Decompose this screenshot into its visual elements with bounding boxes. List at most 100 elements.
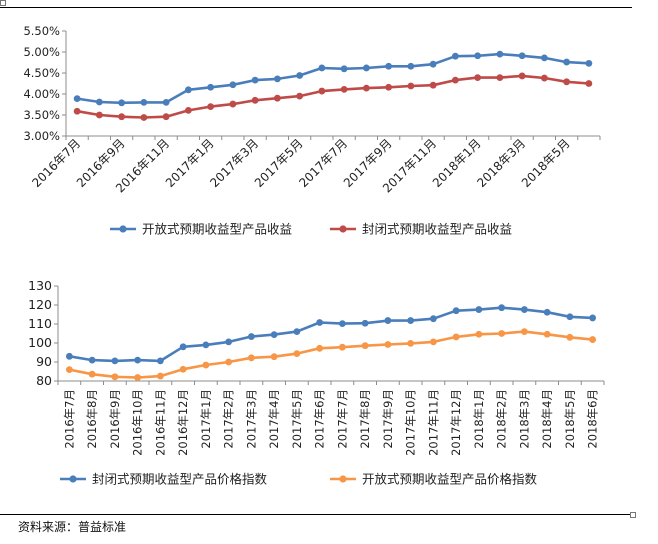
- chart2-series-1-point: [429, 315, 437, 323]
- chart2-series-1-point: [543, 308, 551, 316]
- chart2-series-2-point: [270, 353, 278, 361]
- chart2-x-tick-label: 2016年11月: [153, 389, 167, 456]
- chart2-series-2-point: [202, 361, 210, 369]
- chart2-x-tick-label: 2017年7月: [335, 389, 349, 449]
- chart2-series-2-point: [589, 336, 597, 343]
- corner-marker-bottom-right: [630, 512, 636, 518]
- chart1-series-2-point: [385, 83, 393, 91]
- chart2-series-1-point: [88, 356, 96, 364]
- chart2-legend-swatch-marker: [69, 475, 77, 483]
- chart1-series-1-point: [340, 65, 348, 73]
- chart1-series-2-point: [407, 82, 415, 90]
- chart2-series-1-point: [384, 317, 392, 324]
- chart1-series-2-point: [518, 72, 526, 80]
- chart1-series-2-point: [140, 114, 148, 121]
- chart1-series-1-point: [474, 52, 482, 60]
- chart2-x-tick-label: 2018年4月: [540, 389, 554, 449]
- chart2-x-tick-label: 2018年2月: [495, 389, 509, 449]
- chart1-series-1-point: [496, 50, 504, 58]
- chart1-series-2-point: [474, 74, 482, 82]
- chart2-x-tick-label: 2018年3月: [517, 389, 531, 449]
- chart2-series-1-point: [247, 333, 255, 340]
- bottom-border-line: [0, 514, 632, 515]
- chart2-series-1-point: [361, 319, 369, 327]
- chart2-series-2-point: [225, 358, 233, 366]
- chart2-x-tick-label: 2018年6月: [586, 389, 600, 449]
- chart2-series-2-point: [316, 344, 324, 352]
- chart1-series-2-point: [273, 94, 281, 102]
- chart1-series-2-point: [184, 106, 192, 114]
- chart2-x-tick-label: 2017年8月: [358, 389, 372, 449]
- chart1-series-1-point: [518, 52, 526, 60]
- chart1-series-1-point: [407, 62, 415, 70]
- chart2-x-tick-label: 2016年10月: [131, 389, 145, 456]
- chart2-series-1-point: [452, 307, 460, 315]
- chart1-series-2-point: [429, 81, 437, 89]
- chart1-series-2-point: [362, 84, 370, 92]
- chart1-y-tick-label: 5.00%: [23, 45, 60, 59]
- chart1-series-1-point: [362, 64, 370, 72]
- chart1-series-1-point: [229, 81, 237, 89]
- chart2-series-1-point: [589, 314, 597, 322]
- chart2-series-2-point: [475, 330, 483, 338]
- chart2-series-1-point: [520, 306, 528, 313]
- chart1-series-1-point: [385, 62, 393, 70]
- chart1-series-1-point: [140, 99, 148, 106]
- chart1-series-1-point: [429, 60, 437, 68]
- chart2-series-2-point: [520, 328, 528, 335]
- chart1-series-2-line: [76, 74, 589, 119]
- chart2-x-tick-label: 2017年10月: [404, 389, 418, 456]
- chart2-series-1-point: [498, 304, 506, 312]
- chart1-series-2-point: [563, 78, 571, 86]
- chart2-x-tick-label: 2017年12月: [449, 389, 463, 456]
- chart2-series-1-point: [338, 320, 346, 328]
- chart1-series-1-point: [318, 64, 326, 72]
- chart2-series-1-line: [69, 306, 593, 363]
- chart1-x-tick-label: 2018年5月: [519, 136, 573, 190]
- chart1-series-1-point: [296, 72, 304, 79]
- chart1-series-1-point: [585, 59, 593, 67]
- chart2-series-1-point: [316, 319, 324, 326]
- chart1-series-1-point: [273, 75, 281, 83]
- chart2-x-tick-label: 2017年1月: [199, 389, 213, 449]
- chart2-series-2-point: [88, 370, 96, 378]
- chart1-series-1-point: [162, 99, 170, 106]
- chart2-legend-swatch-marker: [339, 475, 347, 483]
- chart1-legend-swatch-marker: [339, 225, 347, 233]
- chart1-series-1-line: [76, 52, 589, 105]
- chart2-series-1-point: [407, 317, 415, 324]
- chart2-series-2-point: [429, 338, 437, 346]
- corner-marker-top-left: [0, 0, 6, 6]
- chart1-series-2-point: [318, 87, 326, 95]
- chart2-x-tick-label: 2016年12月: [176, 389, 190, 456]
- chart2-x-tick-label: 2016年8月: [85, 389, 99, 449]
- chart2-series-1-point: [202, 341, 210, 349]
- chart2-legend-label: 开放式预期收益型产品价格指数: [362, 472, 538, 487]
- chart2-series-1-point: [225, 338, 233, 346]
- chart1-series-1-point: [73, 95, 81, 103]
- chart2-x-tick-label: 2017年9月: [381, 389, 395, 449]
- chart2-series-2-point: [293, 350, 301, 358]
- chart2-series-1-point: [566, 313, 574, 321]
- chart1-series-1-point: [184, 86, 192, 94]
- chart2-x-tick-label: 2016年7月: [62, 389, 76, 449]
- chart2-series-2-point: [247, 354, 255, 362]
- chart1-legend-label: 封闭式预期收益型产品收益: [362, 222, 512, 237]
- chart2-series-1-point: [111, 357, 119, 365]
- chart2-series-1-point: [179, 343, 187, 351]
- chart2-series-2-point: [384, 341, 392, 348]
- chart2-y-tick-label: 120: [28, 297, 52, 312]
- chart2-x-tick-label: 2016年9月: [108, 389, 122, 449]
- chart2-x-tick-label: 2017年2月: [222, 389, 236, 449]
- chart2-series-2-point: [566, 333, 574, 341]
- chart2-series-1-point: [156, 357, 164, 365]
- chart2-series-2-point: [361, 342, 369, 350]
- chart2-series-2-line: [69, 330, 593, 379]
- chart1-y-tick-label: 4.50%: [23, 66, 60, 80]
- chart2-series-2-point: [111, 373, 119, 381]
- chart1-series-1-point: [563, 58, 571, 66]
- chart1-series-2-point: [73, 107, 81, 115]
- chart1-series-2-point: [118, 113, 126, 121]
- chart2-series-2-point: [338, 343, 346, 351]
